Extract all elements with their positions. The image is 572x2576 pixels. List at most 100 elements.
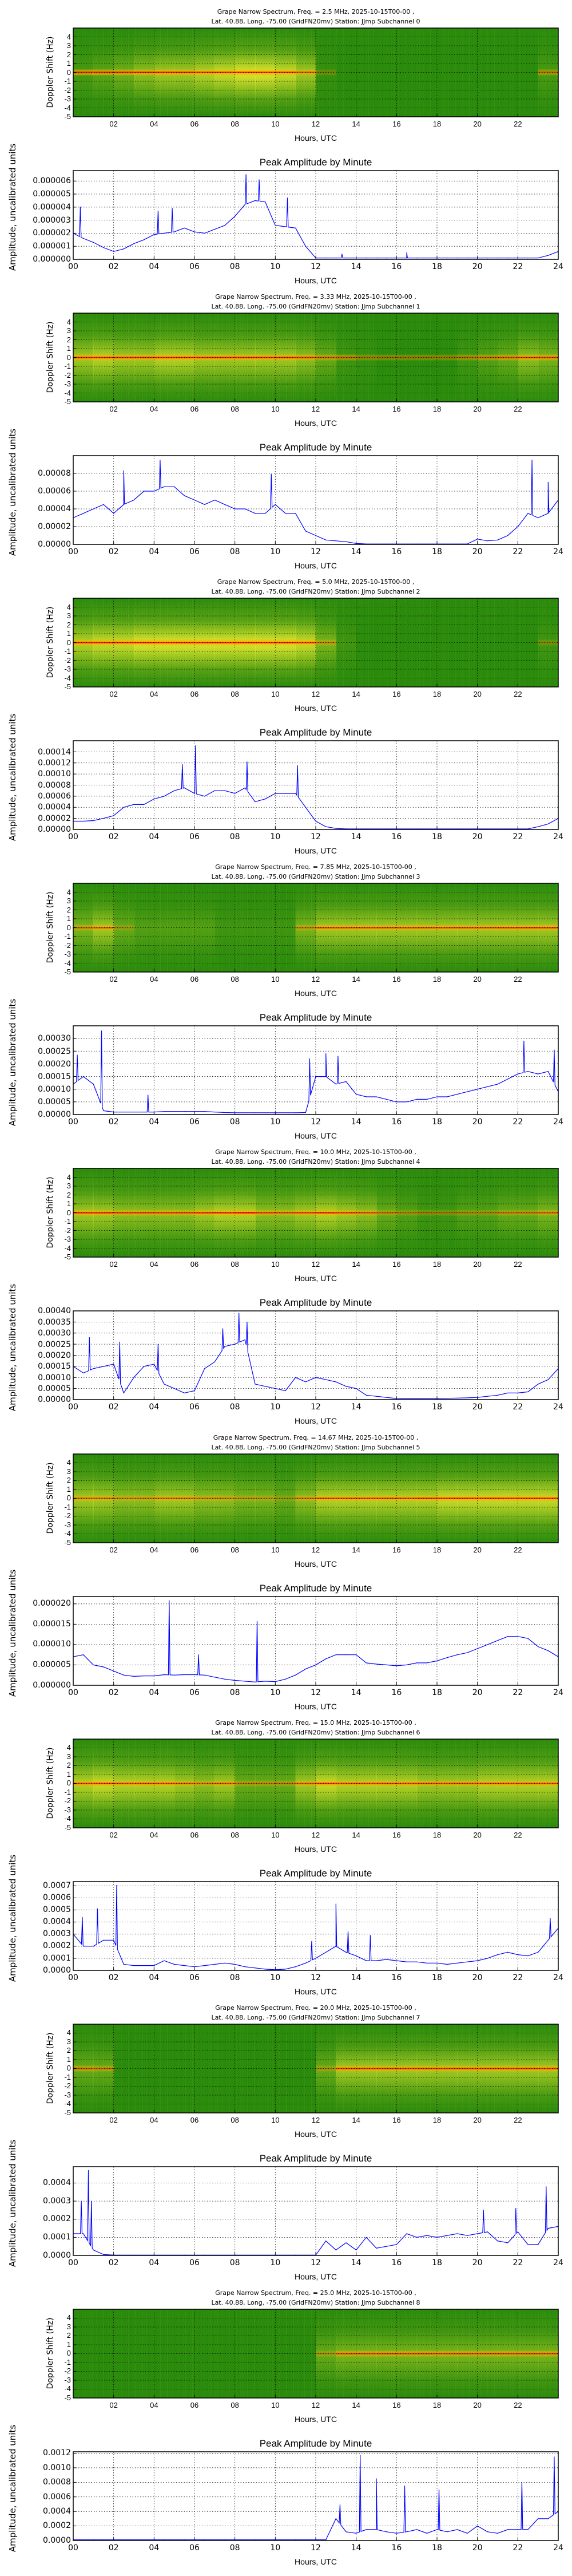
spectrogram-carrier-glow <box>538 639 559 646</box>
spectrogram-texture-stripe <box>268 2309 269 2398</box>
spectrogram-texture-stripe <box>252 2024 253 2113</box>
amplitude-data-point <box>133 804 134 805</box>
y-tick-label: 0.0003 <box>43 1929 71 1939</box>
x-tick-label: 16 <box>391 1117 402 1127</box>
spectrogram-texture-stripe <box>183 2309 184 2398</box>
x-tick-label: 10 <box>270 262 281 271</box>
spectrogram-carrier-line <box>113 1212 134 1214</box>
x-tick-label: 08 <box>229 2543 240 2553</box>
x-tick-label: 22 <box>514 1830 522 1839</box>
spectrogram-texture-stripe <box>499 598 500 688</box>
spectrogram-carrier-line <box>275 642 296 644</box>
spectrogram-texture-stripe <box>167 2309 168 2398</box>
y-tick-label: -3 <box>64 2090 71 2099</box>
spectrogram-texture-stripe <box>85 2309 86 2398</box>
spectrogram-texture-stripe <box>366 598 367 688</box>
amplitude-data-point <box>295 1377 296 1378</box>
x-tick-label: 10 <box>271 1830 280 1839</box>
x-tick-label: 22 <box>513 2543 523 2553</box>
x-tick-label: 08 <box>231 405 239 414</box>
spectrogram-carrier-line <box>518 1212 539 1214</box>
spectrogram-carrier-line <box>134 1212 154 1214</box>
x-tick-label: 16 <box>392 1260 401 1269</box>
spectrogram-title-line-2: Lat. 40.88, Long. -75.00 (GridFN20mv) St… <box>211 2298 420 2306</box>
spectrogram-texture-stripe <box>252 2309 253 2398</box>
spectrogram-carrier-line <box>235 642 256 644</box>
x-tick-label: 16 <box>391 2543 402 2553</box>
y-tick-label: 0.0005 <box>43 1905 71 1915</box>
y-tick-label: 4 <box>66 887 71 896</box>
amplitude-plot <box>73 455 559 545</box>
amplitude-data-point <box>456 1654 458 1655</box>
spectrogram-title-line-2: Lat. 40.88, Long. -75.00 (GridFN20mv) St… <box>211 588 420 596</box>
amplitude-data-point <box>325 1951 327 1953</box>
amplitude-data-point <box>103 2254 104 2255</box>
spectrogram-texture-stripe <box>295 2024 296 2113</box>
x-tick-label: 02 <box>108 1117 119 1127</box>
spectrogram-texture-stripe <box>394 598 395 688</box>
x-tick-label: 04 <box>149 1973 160 1982</box>
spectrogram-texture-stripe <box>169 2024 170 2113</box>
spectrogram-texture-stripe <box>469 598 470 688</box>
spectrogram-carrier-line <box>416 927 438 929</box>
amplitude-data-point <box>184 1965 185 1966</box>
spectrogram-carrier-line <box>275 1497 296 1499</box>
spectrogram-carrier-line <box>396 927 418 929</box>
amplitude-data-point <box>325 1658 327 1659</box>
plot-frame <box>73 1453 559 1543</box>
amplitude-data-point <box>184 1111 185 1112</box>
amplitude-data-point <box>487 1086 488 1088</box>
spectrogram-carrier-line <box>73 1782 94 1784</box>
y-tick-label: -1 <box>64 77 71 85</box>
x-tick-label: 06 <box>190 120 199 128</box>
spectrogram-texture-stripe <box>410 28 411 117</box>
spectrogram-texture-stripe <box>87 2309 88 2398</box>
y-tick-label: 0.0006 <box>43 2492 71 2502</box>
spectrogram-texture-stripe <box>167 2024 168 2113</box>
spectrogram-texture-stripe <box>233 2309 235 2398</box>
amplitude-data-point <box>487 2531 488 2532</box>
amplitude-data-point <box>295 1966 296 1967</box>
x-tick-label: 02 <box>108 2543 119 2553</box>
amplitude-data-point <box>547 2227 549 2229</box>
amplitude-title: Peak Amplitude by Minute <box>259 2152 372 2164</box>
y-tick-label: 0.00010 <box>38 1085 71 1094</box>
spectrogram-texture-stripe <box>142 2024 143 2113</box>
amplitude-data-point <box>184 495 185 496</box>
y-tick-label: 0.00004 <box>38 504 71 514</box>
x-tick-label: 12 <box>311 2543 321 2553</box>
spectrogram-texture-stripe <box>373 598 374 688</box>
spectrogram-carrier-line <box>538 2067 559 2069</box>
spectrogram-title-line-1: Grape Narrow Spectrum, Freq. = 25.0 MHz,… <box>215 2289 416 2297</box>
x-axis-label: Hours, UTC <box>295 1559 337 1568</box>
y-tick-label: 0.0008 <box>43 2478 71 2487</box>
y-tick-label: -4 <box>64 2384 71 2393</box>
spectrogram-carrier-line <box>295 927 316 929</box>
spectrogram-texture-stripe <box>419 598 420 688</box>
spectrogram-texture-stripe <box>265 2024 267 2113</box>
x-tick-label: 02 <box>109 2115 118 2124</box>
amplitude-data-point <box>527 2529 529 2530</box>
x-tick-label: 04 <box>150 1830 158 1839</box>
amplitude-spike-point <box>406 252 407 254</box>
spectrogram-carrier-line <box>416 357 438 359</box>
x-tick-label: 00 <box>68 1402 78 1412</box>
spectrogram-carrier-line <box>376 1212 397 1214</box>
x-tick-label: 08 <box>229 547 240 557</box>
spectrogram-carrier-line <box>295 1782 316 1784</box>
x-tick-label: 04 <box>150 2115 158 2124</box>
amplitude-data-point <box>305 1668 306 1669</box>
amplitude-data-point <box>366 1960 367 1961</box>
spectrogram-carrier-line <box>73 1497 94 1499</box>
y-tick-label: 4 <box>66 2028 71 2037</box>
x-tick-label: 08 <box>231 2400 239 2409</box>
x-tick-label: 02 <box>109 1545 118 1554</box>
amplitude-data-point <box>527 1071 529 1072</box>
y-tick-label: 0 <box>66 1208 71 1217</box>
spectrogram-texture-stripe <box>391 28 392 117</box>
spectrogram-texture-stripe <box>394 28 395 117</box>
spectrogram-texture-stripe <box>284 2309 285 2398</box>
spectrogram-carrier-line <box>235 1782 256 1784</box>
amplitude-data-point <box>547 1939 549 1941</box>
spectrogram-title-line-2: Lat. 40.88, Long. -75.00 (GridFN20mv) St… <box>211 18 420 25</box>
